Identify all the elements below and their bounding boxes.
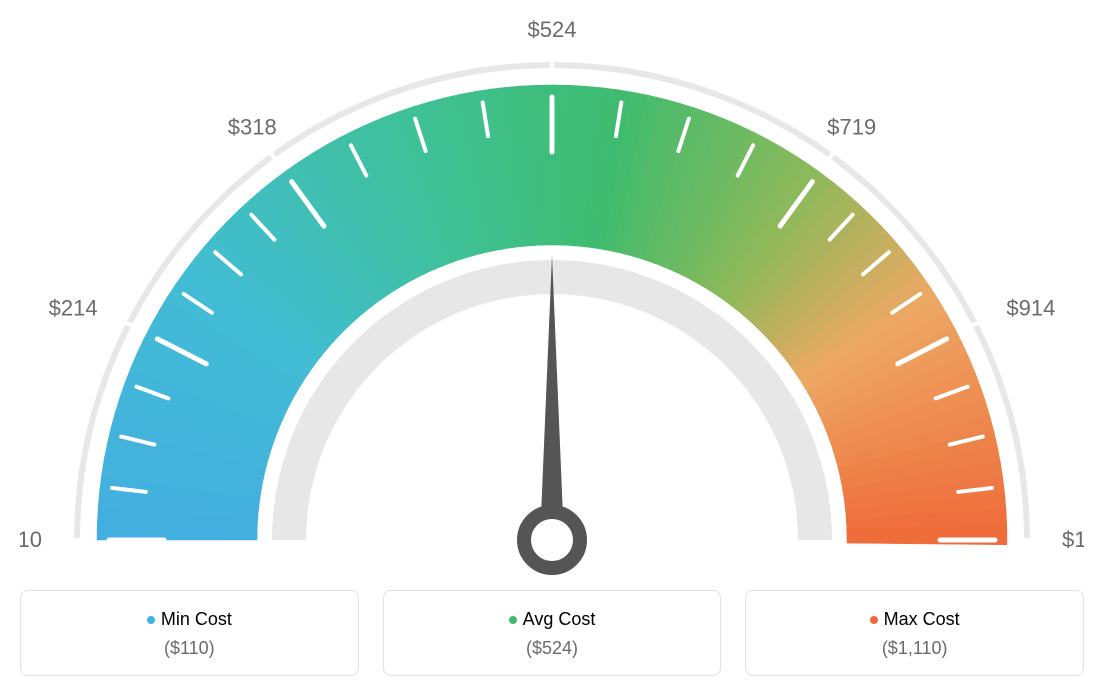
legend-avg-title: Avg Cost: [394, 609, 711, 630]
gauge-needle: [540, 255, 564, 540]
gauge-tick-label: $719: [827, 114, 876, 139]
legend-row: Min Cost ($110) Avg Cost ($524) Max Cost…: [20, 590, 1084, 676]
legend-max-title: Max Cost: [756, 609, 1073, 630]
gauge-area: $110 $214 $318 $524 $719 $914 $1,110: [20, 20, 1084, 580]
legend-card-min: Min Cost ($110): [20, 590, 359, 676]
gauge-tick-label: $1,110: [1062, 527, 1084, 552]
gauge-needle-hub: [524, 512, 580, 568]
gauge-tick-label: $110: [20, 527, 42, 552]
cost-gauge-chart: $110 $214 $318 $524 $719 $914 $1,110 Min Cost …: [20, 20, 1084, 676]
legend-avg-value: ($524): [394, 638, 711, 659]
gauge-tick-label: $914: [1006, 295, 1055, 320]
legend-min-title: Min Cost: [31, 609, 348, 630]
legend-min-value: ($110): [31, 638, 348, 659]
gauge-svg: $110 $214 $318 $524 $719 $914 $1,110: [20, 20, 1084, 580]
legend-min-dot: [147, 616, 155, 624]
legend-max-dot: [870, 616, 878, 624]
gauge-tick-label: $318: [228, 114, 277, 139]
gauge-tick-label: $524: [528, 20, 577, 42]
legend-card-avg: Avg Cost ($524): [383, 590, 722, 676]
gauge-tick-label: $214: [49, 295, 98, 320]
legend-avg-dot: [509, 616, 517, 624]
legend-max-value: ($1,110): [756, 638, 1073, 659]
legend-avg-label: Avg Cost: [523, 609, 596, 629]
legend-max-label: Max Cost: [884, 609, 960, 629]
legend-card-max: Max Cost ($1,110): [745, 590, 1084, 676]
legend-min-label: Min Cost: [161, 609, 232, 629]
